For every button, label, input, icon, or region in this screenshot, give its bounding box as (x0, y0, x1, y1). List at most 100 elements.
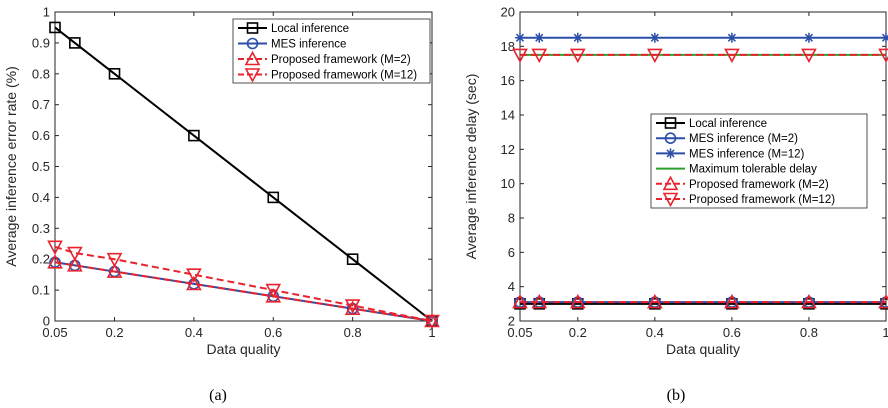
p0-xtick-label: 0.8 (344, 325, 362, 340)
p0-legend-label: Local inference (271, 23, 349, 35)
p0-data-point (265, 283, 282, 299)
p1-ytick-label: 20 (501, 5, 515, 20)
p1-data-point (649, 32, 660, 43)
p0-data-point (267, 191, 280, 204)
p0-xtick-label: 0.4 (185, 325, 203, 340)
p1-legend-marker (664, 117, 677, 129)
p1-data-point (569, 48, 586, 64)
p0-legend-label: MES inference (271, 39, 346, 51)
p0-series-line (54, 261, 433, 322)
p0-ytick-label: 0.1 (32, 283, 50, 298)
p0-legend: Local inference MES inference Proposed fra… (232, 18, 431, 84)
p1-legend-box (650, 113, 868, 209)
p0-ytick-label: 0.8 (32, 66, 50, 81)
p1-ytick-label: 6 (508, 245, 515, 260)
p0-y-axis-label: Average inference error rate (%) (3, 66, 19, 267)
p0-data-point (108, 68, 121, 80)
p0-data-point (106, 263, 123, 278)
p1-data-point (534, 32, 545, 43)
panel-b: (b) 0.05 0.2 0.4 0.6 0.8 12468101214161820Dat… (463, 5, 888, 404)
p1-x-axis-label: Data quality (666, 341, 740, 357)
p1-legend-label: Maximum tolerable delay (689, 164, 817, 176)
p1-data-point (515, 32, 525, 43)
p1-legend-label: MES inference (M=12) (689, 148, 805, 160)
p1-ytick-label: 16 (501, 73, 515, 88)
p1-ytick-label: 14 (501, 108, 515, 123)
p0-series-line (54, 245, 433, 322)
p0-series-3 (47, 240, 440, 330)
p1-data-point (878, 293, 888, 309)
p0-data-point (66, 246, 83, 262)
p1-legend-label: Local inference (689, 118, 767, 130)
p0-data-point (188, 129, 200, 142)
p0-data-point (424, 314, 440, 330)
p1-legend-marker (662, 192, 679, 208)
p1-legend-marker (662, 175, 679, 191)
p0-ytick-label: 0.4 (32, 190, 50, 205)
p0-series-line (54, 26, 433, 322)
p1-xtick-label: 0.05 (507, 325, 532, 340)
p0-ytick-label: 0.3 (32, 221, 50, 236)
p1-data-point (531, 48, 548, 64)
p1-xtick-label: 1 (882, 325, 888, 340)
p0-ytick-label: 0.9 (32, 35, 50, 50)
p1-data-point (724, 48, 740, 64)
p0-legend-label: Proposed framework (M=2) (271, 54, 411, 66)
p0-legend-marker (244, 50, 261, 66)
p0-data-point (47, 240, 63, 256)
p0-data-point (106, 252, 123, 268)
p1-ytick-label: 10 (501, 176, 515, 191)
p1-data-point (572, 32, 583, 43)
p1-y-axis-label: Average inference delay (sec) (463, 74, 479, 260)
p0-data-point (49, 21, 61, 34)
p0-data-point (66, 257, 83, 272)
caption-b: (b) (667, 387, 686, 404)
p1-xtick-label: 0.2 (569, 325, 587, 340)
p0-data-point (346, 253, 359, 265)
p0-x-axis-label: Data quality (207, 341, 281, 357)
p1-data-point (512, 48, 528, 64)
p1-data-point (801, 48, 817, 64)
p0-xtick-label: 0.05 (42, 325, 67, 340)
p1-data-point (569, 293, 586, 309)
p0-ytick-label: 0.6 (32, 128, 50, 143)
p0-ytick-label: 0.5 (32, 159, 50, 174)
p1-data-point (803, 32, 814, 43)
p1-ytick-label: 18 (501, 39, 515, 54)
p1-legend-marker (665, 148, 676, 159)
p1-legend: Local inference MES inference (M=2) MES in… (650, 113, 868, 209)
p1-legend-label: MES inference (M=2) (689, 133, 798, 145)
p1-legend-label: Proposed framework (M=12) (689, 194, 835, 206)
p1-data-point (878, 48, 888, 64)
p1-data-point (512, 293, 528, 309)
p1-legend-marker (664, 132, 677, 144)
p0-data-point (186, 268, 202, 283)
p1-series-2 (515, 32, 888, 43)
p0-data-point (265, 288, 282, 303)
p1-ytick-label: 4 (508, 279, 515, 294)
p0-legend-marker (244, 68, 261, 83)
p1-ytick-label: 12 (501, 142, 515, 157)
p1-data-point (724, 293, 740, 309)
p0-data-point (47, 254, 63, 269)
panel-a: (a) 0.05 0.2 0.4 0.6 0.8 1 0 0.1 0.2 0.3 0.4 0.5 0.6… (3, 5, 440, 404)
p1-data-point (801, 293, 817, 309)
p0-ytick-label: 0.2 (32, 252, 50, 267)
p1-xtick-label: 0.4 (646, 325, 664, 340)
p0-xtick-label: 0.2 (105, 325, 123, 340)
p0-data-point (344, 299, 361, 314)
p0-legend-marker (246, 37, 259, 50)
p1-xtick-label: 0.6 (723, 325, 741, 340)
p0-ytick-label: 0 (43, 314, 50, 329)
p1-data-point (726, 32, 737, 43)
p0-data-point (69, 37, 81, 49)
p0-ytick-label: 1 (43, 5, 50, 20)
p1-ytick-label: 8 (508, 211, 515, 226)
p0-xtick-label: 0.6 (264, 325, 282, 340)
p0-legend-label: Proposed framework (M=12) (271, 70, 417, 82)
p1-xtick-label: 0.8 (800, 325, 818, 340)
p1-ytick-label: 2 (508, 314, 515, 329)
p1-series-5 (512, 48, 888, 64)
p1-data-point (531, 293, 548, 309)
